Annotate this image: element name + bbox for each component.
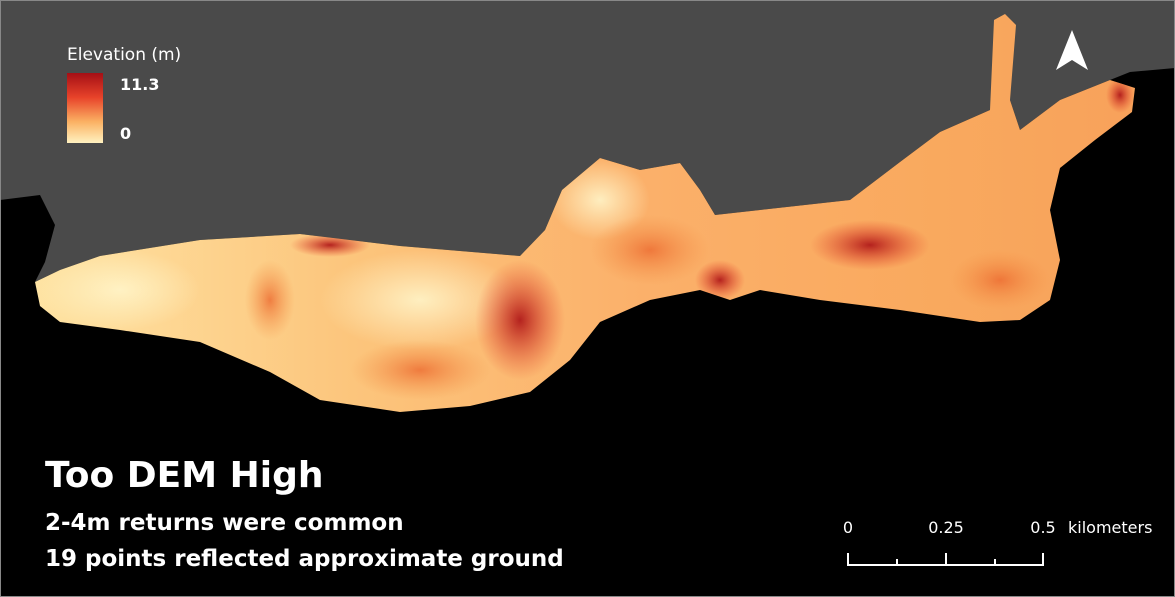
legend-max: 11.3 [120,75,159,94]
scale-label: 0.25 [928,518,964,537]
scale-label: 0 [843,518,853,537]
note: 2-4m returns were common [45,510,404,536]
legend-title: Elevation (m) [67,45,181,65]
note: 19 points reflected approximate ground [45,546,564,572]
legend-min: 0 [120,124,131,143]
scale-label: 0.5 [1030,518,1055,537]
map: Elevation (m) 11.3 0 Too DEM High 2-4m r… [0,0,1175,597]
title: Too DEM High [45,455,323,496]
scale-unit: kilometers [1068,518,1152,537]
legend-ramp [67,73,103,143]
